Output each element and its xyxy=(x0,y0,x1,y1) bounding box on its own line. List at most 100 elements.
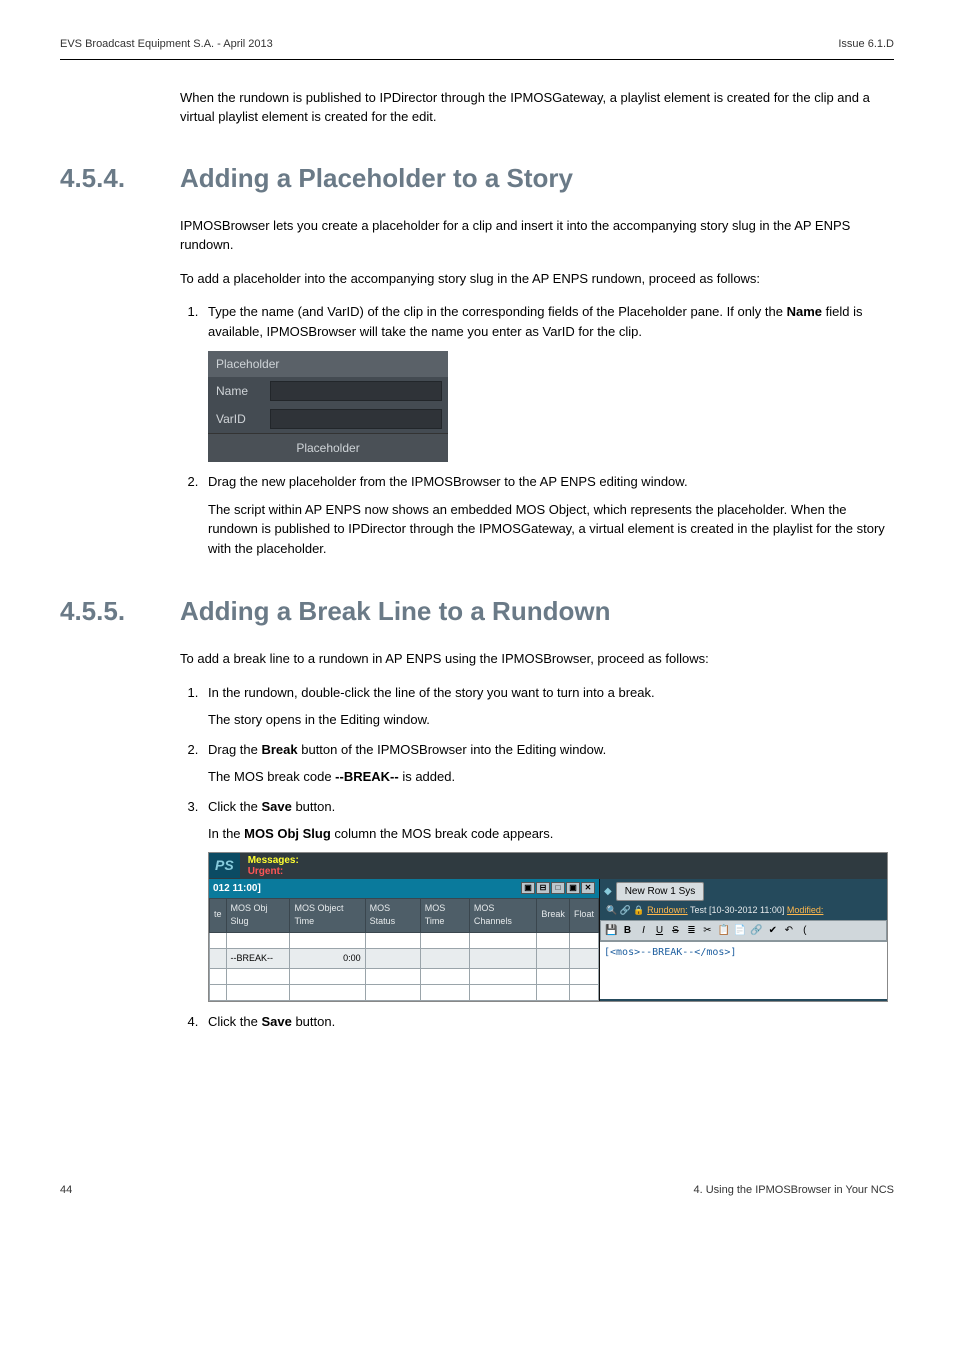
table-row-break[interactable]: --BREAK-- 0:00 xyxy=(210,948,599,969)
cell-time: 0:00 xyxy=(290,948,365,969)
steps-454: Type the name (and VarID) of the clip in… xyxy=(180,302,894,558)
placeholder-header: Placeholder xyxy=(208,351,448,377)
text: is added. xyxy=(399,769,455,784)
rundown-info-line: 🔍 🔗 🔒 Rundown: Test [10-30-2012 11:00] M… xyxy=(600,904,887,921)
section-heading-455: 4.5.5. Adding a Break Line to a Rundown xyxy=(60,592,894,631)
text: button. xyxy=(292,1014,335,1029)
rundown-grid-panel: 012 11:00] ▣ ⊟ □ ▣ ✕ te xyxy=(209,879,599,1002)
row-chip[interactable]: New Row 1 Sys xyxy=(616,882,705,901)
col-mos-status: MOS Status xyxy=(365,898,420,932)
modified-link[interactable]: Modified: xyxy=(787,905,824,915)
footer-chapter: 4. Using the IPMOSBrowser in Your NCS xyxy=(693,1182,894,1199)
strike-icon[interactable]: S xyxy=(669,923,681,938)
intro-paragraph: When the rundown is published to IPDirec… xyxy=(180,88,894,127)
editor-header: ◆ New Row 1 Sys xyxy=(600,879,887,904)
grid-titlebar: 012 11:00] ▣ ⊟ □ ▣ ✕ xyxy=(209,879,599,898)
paren-icon[interactable]: ( xyxy=(799,923,811,938)
col-te: te xyxy=(210,898,227,932)
italic-icon[interactable]: I xyxy=(637,923,649,938)
section-num: 4.5.5. xyxy=(60,592,180,631)
table-row[interactable] xyxy=(210,969,599,985)
para: To add a break line to a rundown in AP E… xyxy=(180,649,894,669)
logo-icon: PS xyxy=(209,853,240,878)
section-455: 4.5.5. Adding a Break Line to a Rundown … xyxy=(60,592,894,1032)
name-label: Name xyxy=(208,377,270,405)
placeholder-panel: Placeholder Name VarID Placeholder xyxy=(208,351,448,462)
bold-save: Save xyxy=(261,1014,291,1029)
placeholder-row-varid: VarID xyxy=(208,405,448,433)
titlebar-text: 012 11:00] xyxy=(213,881,261,896)
text: button. xyxy=(292,799,335,814)
para: To add a placeholder into the accompanyi… xyxy=(180,269,894,289)
table-row[interactable] xyxy=(210,985,599,1001)
page-header: EVS Broadcast Equipment S.A. - April 201… xyxy=(60,36,894,60)
page-footer: 44 4. Using the IPMOSBrowser in Your NCS xyxy=(60,1182,894,1199)
copy-icon[interactable]: 📋 xyxy=(717,923,729,938)
section-num: 4.5.4. xyxy=(60,159,180,198)
text: Click the xyxy=(208,799,261,814)
rundown-screenshot: PS Messages: Urgent: 012 11:00] ▣ ⊟ xyxy=(208,852,888,1003)
varid-label: VarID xyxy=(208,405,270,433)
col-break: Break xyxy=(537,898,570,932)
bold-icon[interactable]: B xyxy=(621,923,633,938)
message-labels: Messages: Urgent: xyxy=(244,853,303,879)
varid-input[interactable] xyxy=(270,409,442,429)
win-btn[interactable]: □ xyxy=(551,882,565,894)
bold-save: Save xyxy=(261,799,291,814)
table-row[interactable] xyxy=(210,932,599,948)
step-1: In the rundown, double-click the line of… xyxy=(202,683,894,730)
text: button of the IPMOSBrowser into the Edit… xyxy=(298,742,607,757)
placeholder-row-name: Name xyxy=(208,377,448,405)
step-2: Drag the Break button of the IPMOSBrowse… xyxy=(202,740,894,787)
editor-panel: ◆ New Row 1 Sys 🔍 🔗 🔒 Rundown: Test [10-… xyxy=(599,879,887,1002)
step-1: Type the name (and VarID) of the clip in… xyxy=(202,302,894,462)
table-header-row: te MOS Obj Slug MOS Object Time MOS Stat… xyxy=(210,898,599,932)
win-btn[interactable]: ▣ xyxy=(521,882,535,894)
editor-content[interactable]: [<mos>--BREAK--</mos>] xyxy=(600,941,887,999)
paste-icon[interactable]: 📄 xyxy=(734,923,746,938)
section-heading-454: 4.5.4. Adding a Placeholder to a Story xyxy=(60,159,894,198)
bold-mos-obj-slug: MOS Obj Slug xyxy=(244,826,331,841)
text: Click the xyxy=(208,1014,261,1029)
section-title: Adding a Break Line to a Rundown xyxy=(180,592,610,631)
placeholder-footer-button[interactable]: Placeholder xyxy=(208,433,448,462)
bold-break-code: --BREAK-- xyxy=(335,769,399,784)
text: In the xyxy=(208,826,244,841)
text: column the MOS break code appears. xyxy=(331,826,554,841)
step-4: Click the Save button. xyxy=(202,1012,894,1032)
editor-toolbar: 💾 B I U S ≣ ✂ 📋 📄 🔗 ✔ ↶ ( xyxy=(600,920,887,941)
para: IPMOSBrowser lets you create a placehold… xyxy=(180,216,894,255)
page-number: 44 xyxy=(60,1182,72,1199)
undo-icon[interactable]: ↶ xyxy=(783,923,795,938)
col-mos-obj-slug: MOS Obj Slug xyxy=(226,898,290,932)
save-icon[interactable]: 💾 xyxy=(605,923,617,938)
spell-icon[interactable]: ✔ xyxy=(767,923,779,938)
text: Drag the new placeholder from the IPMOSB… xyxy=(208,474,688,489)
name-input[interactable] xyxy=(270,381,442,401)
text: Type the name (and VarID) of the clip in… xyxy=(208,304,787,319)
bold-name: Name xyxy=(787,304,822,319)
cut-icon[interactable]: ✂ xyxy=(701,923,713,938)
section-title: Adding a Placeholder to a Story xyxy=(180,159,573,198)
window-buttons: ▣ ⊟ □ ▣ ✕ xyxy=(521,882,595,894)
rundown-table: te MOS Obj Slug MOS Object Time MOS Stat… xyxy=(209,898,599,1002)
urgent-label: Urgent: xyxy=(248,866,299,877)
col-mos-time: MOS Time xyxy=(420,898,469,932)
underline-icon[interactable]: U xyxy=(653,923,665,938)
rundown-link[interactable]: Rundown: xyxy=(647,905,688,915)
align-icon[interactable]: ≣ xyxy=(685,923,697,938)
win-btn[interactable]: ⊟ xyxy=(536,882,550,894)
win-btn[interactable]: ▣ xyxy=(566,882,580,894)
messages-label: Messages: xyxy=(248,855,299,866)
col-mos-channels: MOS Channels xyxy=(469,898,537,932)
message-bar: PS Messages: Urgent: xyxy=(209,853,887,879)
text: In the rundown, double-click the line of… xyxy=(208,685,655,700)
link-icon[interactable]: 🔗 xyxy=(750,923,762,938)
text: The story opens in the Editing window. xyxy=(208,710,894,730)
col-float: Float xyxy=(569,898,598,932)
header-right: Issue 6.1.D xyxy=(838,36,894,53)
cell-break: --BREAK-- xyxy=(226,948,290,969)
step-3: Click the Save button. In the MOS Obj Sl… xyxy=(202,797,894,1003)
close-icon[interactable]: ✕ xyxy=(581,882,595,894)
text: The MOS break code xyxy=(208,769,335,784)
